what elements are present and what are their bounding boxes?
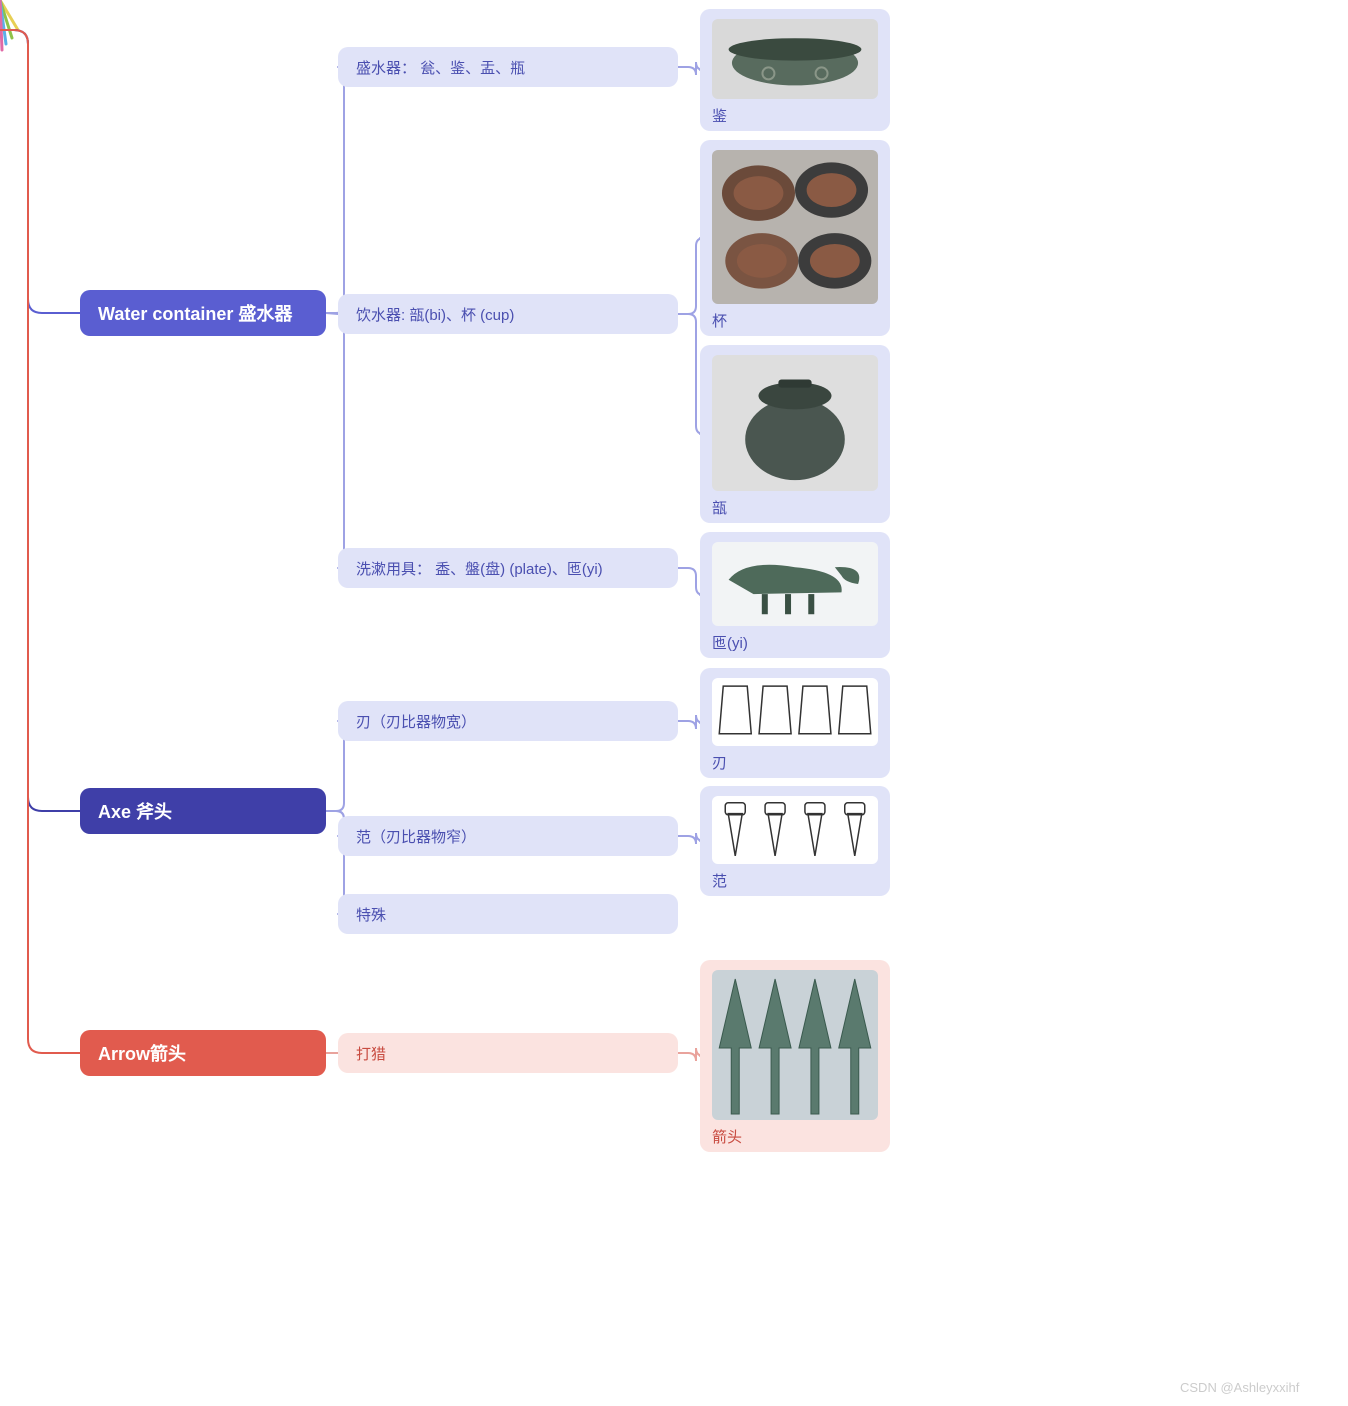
mid-node-a2[interactable]: 范（刃比器物窄） [338, 816, 678, 856]
watermark: CSDN @Ashleyxxihf [1180, 1380, 1299, 1395]
leaf-image [712, 19, 878, 99]
leaf-node-l_bei[interactable]: 杯 [700, 140, 890, 336]
mid-node-a1[interactable]: 刃（刃比器物宽） [338, 701, 678, 741]
node-label: 打猎 [356, 1043, 386, 1064]
leaf-label: 箭头 [712, 1126, 878, 1147]
leaf-image [712, 678, 878, 746]
mid-node-w3[interactable]: 洗漱用具： 盉、盤(盘) (plate)、匜(yi) [338, 548, 678, 588]
leaf-image [712, 355, 878, 491]
node-label: 刃（刃比器物宽） [356, 711, 476, 732]
leaf-image [712, 542, 878, 626]
root-node-axe[interactable]: Axe 斧头 [80, 788, 326, 834]
leaf-node-l_fan[interactable]: 范 [700, 786, 890, 896]
mid-node-r1[interactable]: 打猎 [338, 1033, 678, 1073]
leaf-image [712, 970, 878, 1120]
leaf-node-l_jian[interactable]: 鉴 [700, 9, 890, 131]
leaf-node-l_arrow[interactable]: 箭头 [700, 960, 890, 1152]
mid-node-w2[interactable]: 饮水器: 瓿(bi)、杯 (cup) [338, 294, 678, 334]
leaf-image [712, 796, 878, 864]
leaf-image [712, 150, 878, 304]
root-node-arrow[interactable]: Arrow箭头 [80, 1030, 326, 1076]
node-label: Axe 斧头 [98, 798, 172, 824]
mindmap-canvas: Water container 盛水器 Axe 斧头 Arrow箭头 盛水器： 瓮、鉴… [0, 0, 1348, 1406]
root-node-water[interactable]: Water container 盛水器 [80, 290, 326, 336]
node-label: 范（刃比器物窄） [356, 826, 476, 847]
node-label: Water container 盛水器 [98, 300, 292, 326]
node-label: 特殊 [356, 904, 386, 925]
leaf-label: 鉴 [712, 105, 878, 126]
leaf-label: 瓿 [712, 497, 878, 518]
node-label: 饮水器: 瓿(bi)、杯 (cup) [356, 304, 514, 325]
leaf-node-l_ren[interactable]: 刃 [700, 668, 890, 778]
leaf-label: 匜(yi) [712, 632, 878, 653]
mid-node-w1[interactable]: 盛水器： 瓮、鉴、盂、瓶 [338, 47, 678, 87]
leaf-label: 刃 [712, 752, 878, 773]
leaf-label: 杯 [712, 310, 878, 331]
leaf-node-l_bi[interactable]: 瓿 [700, 345, 890, 523]
node-label: 盛水器： 瓮、鉴、盂、瓶 [356, 57, 525, 78]
node-label: 洗漱用具： 盉、盤(盘) (plate)、匜(yi) [356, 558, 603, 579]
leaf-label: 范 [712, 870, 878, 891]
mid-node-a3[interactable]: 特殊 [338, 894, 678, 934]
leaf-node-l_yi[interactable]: 匜(yi) [700, 532, 890, 658]
node-label: Arrow箭头 [98, 1040, 186, 1066]
